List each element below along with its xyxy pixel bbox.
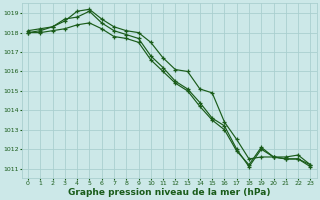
- X-axis label: Graphe pression niveau de la mer (hPa): Graphe pression niveau de la mer (hPa): [68, 188, 270, 197]
